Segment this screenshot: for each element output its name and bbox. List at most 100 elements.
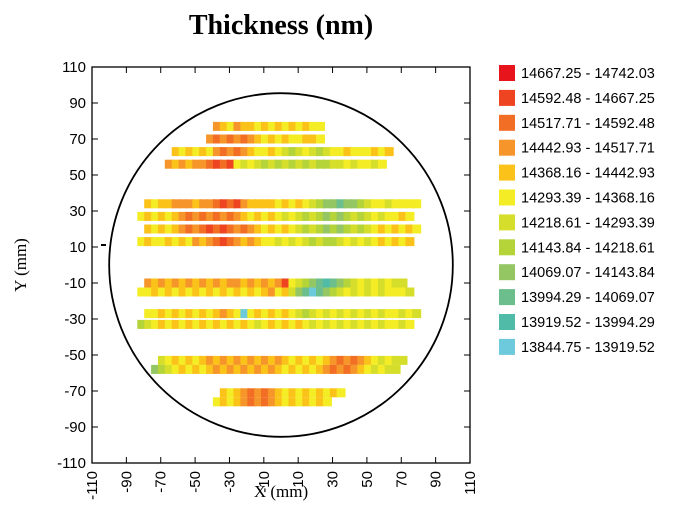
- ticks-layer: -110 -90 -70 -50 -30 -10 10 30 50 70 90 110 110 90 70 5…: [57, 59, 479, 500]
- data-point: [377, 319, 387, 329]
- data-point: [254, 134, 264, 144]
- data-point: [185, 319, 195, 329]
- data-point: [364, 287, 374, 297]
- data-point: [329, 319, 339, 329]
- data-point: [219, 199, 229, 209]
- data-point: [336, 287, 346, 297]
- data-point: [343, 199, 353, 209]
- data-point: [309, 319, 319, 329]
- data-point: [233, 309, 243, 319]
- data-point: [261, 237, 270, 247]
- data-point: [316, 319, 325, 329]
- data-point: [247, 159, 257, 169]
- data-point: [398, 319, 408, 329]
- data-point: [226, 364, 236, 374]
- data-point: [185, 211, 195, 221]
- data-point: [302, 309, 312, 319]
- data-point: [281, 355, 291, 365]
- data-point: [309, 121, 319, 131]
- data-point: [309, 278, 319, 288]
- data-point: [350, 355, 360, 365]
- data-point: [350, 224, 360, 234]
- data-point: [178, 147, 188, 157]
- data-point: [336, 159, 346, 169]
- data-point: [254, 199, 264, 209]
- data-point: [261, 355, 270, 365]
- data-point: [412, 309, 422, 319]
- data-point: [247, 319, 257, 329]
- data-point: [247, 278, 257, 288]
- data-point: [405, 199, 415, 209]
- data-point: [364, 355, 374, 365]
- data-point: [322, 309, 332, 319]
- data-point: [171, 319, 181, 329]
- data-point: [350, 199, 360, 209]
- data-point: [274, 319, 284, 329]
- data-point: [212, 309, 222, 319]
- data-point: [357, 199, 367, 209]
- data-point: [274, 397, 284, 407]
- data-point: [391, 287, 401, 297]
- data-point: [281, 134, 291, 144]
- data-point: [357, 211, 367, 221]
- data-point: [261, 397, 270, 407]
- data-point: [233, 199, 243, 209]
- data-point: [391, 211, 401, 221]
- data-point: [254, 278, 264, 288]
- data-point: [350, 237, 360, 247]
- data-point: [267, 364, 277, 374]
- data-point: [226, 199, 236, 209]
- data-point: [247, 224, 257, 234]
- data-point: [302, 397, 312, 407]
- data-point: [288, 134, 298, 144]
- data-point: [157, 237, 167, 247]
- data-point: [274, 364, 284, 374]
- legend-label: 14667.25 - 14742.03: [521, 66, 655, 82]
- data-point: [261, 364, 270, 374]
- data-point: [185, 159, 195, 169]
- data-point: [316, 211, 325, 221]
- data-point: [240, 159, 250, 169]
- data-point: [157, 364, 167, 374]
- data-point: [247, 355, 257, 365]
- data-point: [233, 278, 243, 288]
- data-point: [343, 211, 353, 221]
- data-point: [322, 147, 332, 157]
- data-point: [185, 224, 195, 234]
- data-point: [398, 211, 408, 221]
- data-point: [322, 237, 332, 247]
- data-point: [247, 364, 257, 374]
- data-point: [240, 147, 250, 157]
- data-point: [247, 147, 257, 157]
- data-point: [233, 388, 243, 398]
- data-point: [281, 121, 291, 131]
- data-point: [309, 355, 319, 365]
- data-point: [371, 211, 380, 221]
- data-point: [226, 237, 236, 247]
- data-point: [391, 224, 401, 234]
- data-point: [164, 224, 174, 234]
- data-point: [274, 278, 284, 288]
- data-point: [329, 364, 339, 374]
- x-tick-label: 10: [290, 471, 307, 488]
- data-point: [267, 278, 277, 288]
- data-point: [336, 199, 346, 209]
- data-point: [364, 199, 374, 209]
- data-point: [178, 278, 188, 288]
- data-point: [240, 388, 250, 398]
- data-point: [226, 319, 236, 329]
- data-point: [343, 309, 353, 319]
- data-point: [144, 224, 154, 234]
- data-point: [350, 278, 360, 288]
- data-point: [164, 355, 174, 365]
- data-point: [267, 309, 277, 319]
- data-point: [391, 319, 401, 329]
- data-point: [267, 134, 277, 144]
- data-point: [219, 278, 229, 288]
- legend-label: 13844.75 - 13919.52: [521, 340, 655, 356]
- data-point: [247, 211, 257, 221]
- data-point: [247, 199, 257, 209]
- data-point: [364, 278, 374, 288]
- data-point: [267, 287, 277, 297]
- y-tick-label: -70: [64, 383, 86, 400]
